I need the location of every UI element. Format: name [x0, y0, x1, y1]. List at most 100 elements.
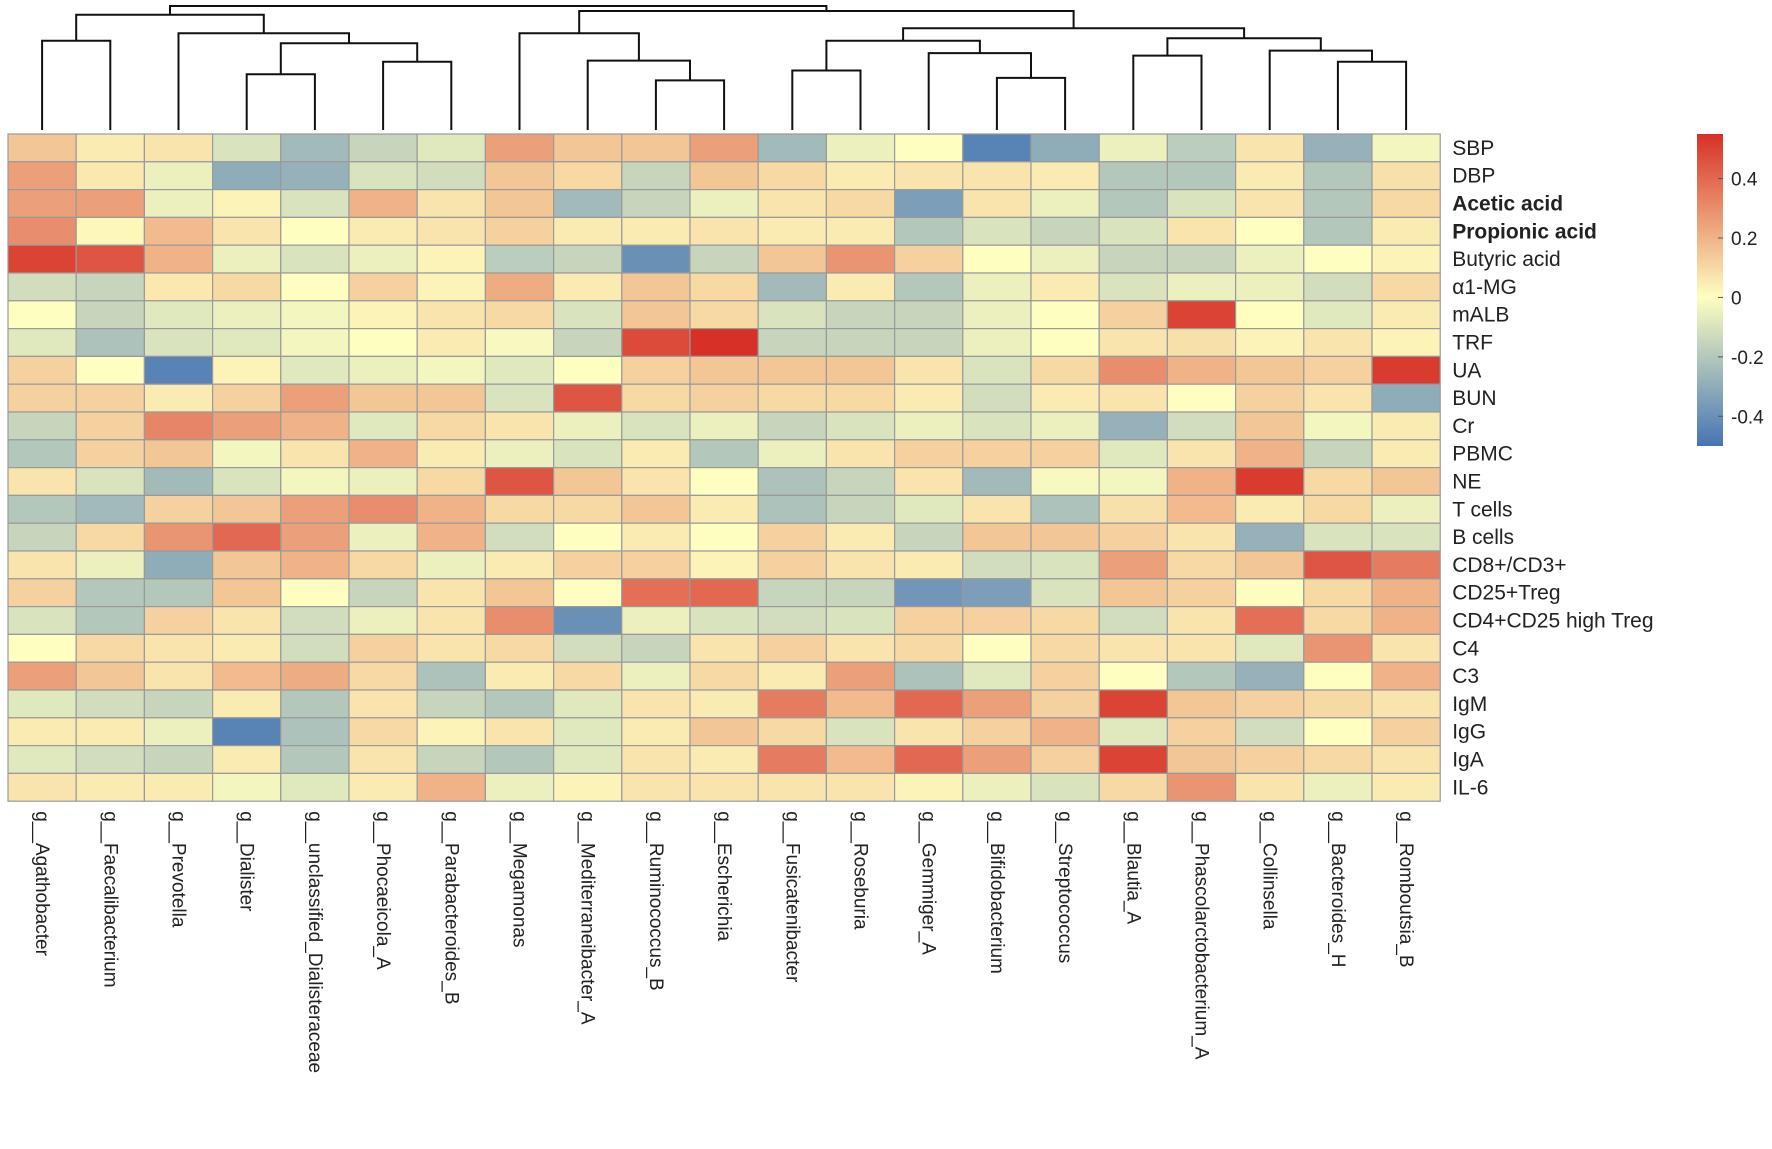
heatmap-cell — [757, 383, 828, 413]
heatmap-cell — [962, 633, 1032, 663]
heatmap-cell — [7, 133, 77, 163]
heatmap-cell — [348, 439, 418, 469]
heatmap-cell — [1166, 189, 1237, 219]
heatmap-cell — [484, 661, 555, 691]
heatmap-cell — [75, 383, 145, 413]
heatmap-cell — [621, 772, 691, 802]
heatmap-cell — [757, 272, 828, 302]
heatmap-cell — [962, 605, 1032, 635]
heatmap-cell — [962, 355, 1032, 385]
row-label-acetic-acid: Acetic acid — [1452, 193, 1563, 216]
heatmap-cell — [962, 578, 1032, 608]
heatmap-cell — [1234, 522, 1305, 552]
heatmap-cell — [962, 133, 1032, 163]
heatmap-cell — [280, 467, 350, 497]
heatmap-cell — [825, 244, 896, 274]
heatmap-cell — [825, 772, 896, 802]
heatmap-cell — [212, 494, 282, 524]
heatmap-cell — [416, 605, 487, 635]
heatmap-cell — [962, 272, 1032, 302]
heatmap-cell — [7, 550, 77, 580]
column-label-g-phocaeicola-a: g__Phocaeicola_A — [372, 811, 393, 970]
heatmap-cell — [962, 189, 1032, 219]
heatmap-cell — [825, 439, 896, 469]
heatmap-cell — [348, 494, 418, 524]
heatmap-cell — [7, 439, 77, 469]
heatmap-cell — [484, 272, 555, 302]
heatmap-cell — [1166, 216, 1237, 246]
heatmap-cell — [212, 411, 282, 441]
column-label-g-phascolarctobacterium-a: g__Phascolarctobacterium_A — [1191, 811, 1212, 1060]
heatmap-cell — [1030, 439, 1100, 469]
heatmap-cell — [689, 661, 759, 691]
heatmap-cell — [416, 244, 487, 274]
column-label-g-mediterraneibacter-a: g__Mediterraneibacter_A — [577, 811, 598, 1025]
heatmap-cell — [143, 633, 214, 663]
heatmap-cell — [280, 216, 350, 246]
dendrogram-branch — [578, 10, 1075, 34]
heatmap-cell — [1030, 216, 1100, 246]
heatmap-cell — [893, 550, 964, 580]
heatmap-cell — [1030, 355, 1100, 385]
heatmap-cell — [1303, 411, 1373, 441]
heatmap-cell — [825, 494, 896, 524]
heatmap-cell — [143, 467, 214, 497]
heatmap-cell — [75, 411, 145, 441]
heatmap-cell — [689, 744, 759, 774]
legend-tick-label: -0.4 — [1731, 407, 1764, 428]
row-label-cd4-cd25-high-treg: CD4+CD25 high Treg — [1452, 610, 1653, 633]
heatmap-cell — [1098, 133, 1168, 163]
heatmap-cell — [621, 467, 691, 497]
heatmap-cell — [1166, 355, 1237, 385]
heatmap-cell — [757, 439, 828, 469]
row-label-dbp: DBP — [1452, 165, 1495, 188]
heatmap-cell — [825, 550, 896, 580]
heatmap-cell — [552, 383, 623, 413]
heatmap-cell — [348, 605, 418, 635]
heatmap-cell — [1303, 522, 1373, 552]
heatmap-cell — [962, 244, 1032, 274]
dendrogram-branch — [586, 59, 691, 130]
heatmap-cell — [893, 717, 964, 747]
heatmap-cell — [825, 161, 896, 191]
row-label-t-cells: T cells — [1452, 498, 1512, 521]
heatmap-cell — [1098, 328, 1168, 358]
heatmap-cell — [689, 633, 759, 663]
heatmap-cell — [416, 689, 487, 719]
heatmap-cell — [825, 133, 896, 163]
heatmap-cell — [1234, 467, 1305, 497]
heatmap-cell — [1030, 328, 1100, 358]
heatmap-cell — [1371, 133, 1441, 163]
heatmap-cell — [75, 189, 145, 219]
dendrogram-branch — [927, 52, 1032, 130]
heatmap-cell — [143, 355, 214, 385]
column-label-g-unclassified-dialisteraceae: g__unclassified_Dialisteraceae — [304, 811, 325, 1073]
heatmap-cell — [689, 355, 759, 385]
heatmap-cell — [621, 439, 691, 469]
heatmap-cell — [143, 133, 214, 163]
heatmap-cell — [280, 328, 350, 358]
heatmap-cell — [1234, 717, 1305, 747]
heatmap-cell — [416, 522, 487, 552]
color-legend-bar — [1697, 134, 1723, 446]
heatmap-cell — [7, 744, 77, 774]
heatmap-cell — [1303, 355, 1373, 385]
heatmap-cell — [348, 216, 418, 246]
heatmap-cell — [348, 383, 418, 413]
color-legend-ticks: 0.4 0.2 0 -0.2 -0.4 — [1718, 170, 1764, 428]
heatmap-cell — [757, 522, 828, 552]
heatmap-cell — [75, 439, 145, 469]
heatmap-cell — [1234, 772, 1305, 802]
heatmap-cell — [893, 605, 964, 635]
heatmap-cell — [1098, 661, 1168, 691]
heatmap-cell — [757, 717, 828, 747]
heatmap-cell — [825, 633, 896, 663]
heatmap-cell — [348, 161, 418, 191]
heatmap-cell — [280, 439, 350, 469]
row-label-butyric-acid: Butyric acid — [1452, 248, 1561, 271]
dendrogram-branch — [177, 32, 350, 130]
heatmap-cell — [1098, 494, 1168, 524]
heatmap-cell — [621, 161, 691, 191]
heatmap-cell — [75, 661, 145, 691]
dendrogram-branch — [518, 32, 640, 130]
